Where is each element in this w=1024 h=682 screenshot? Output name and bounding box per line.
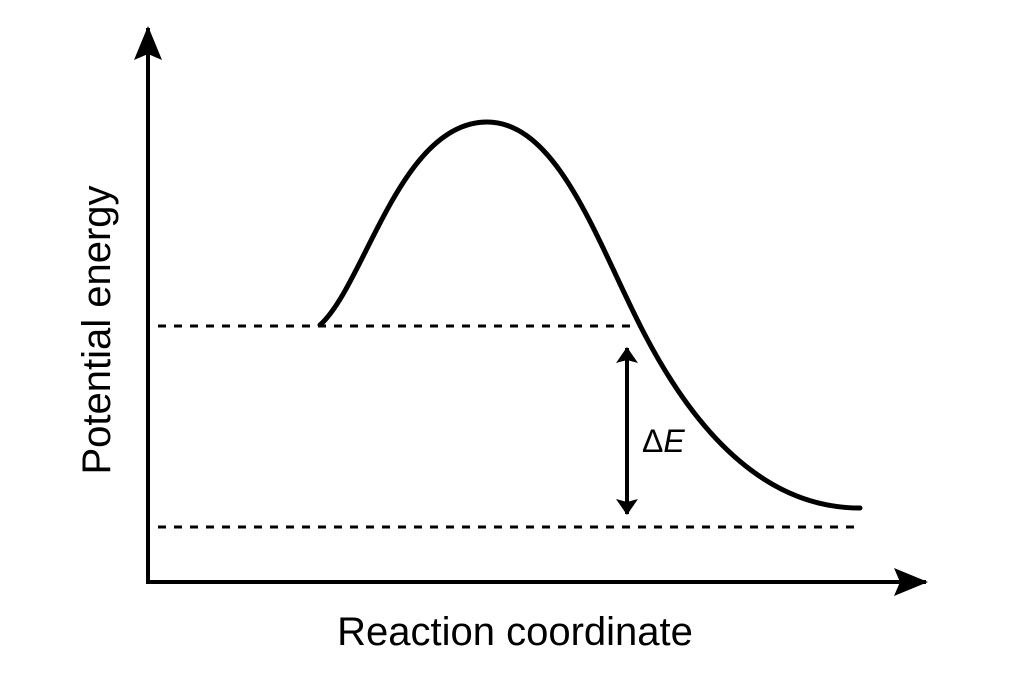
- delta-e-label: ΔE: [642, 423, 685, 459]
- energy-variable: E: [663, 423, 685, 459]
- y-axis-label: Potential energy: [75, 185, 119, 474]
- x-axis-label: Reaction coordinate: [337, 610, 693, 654]
- energy-curve: [317, 119, 863, 511]
- delta-symbol: Δ: [642, 423, 663, 459]
